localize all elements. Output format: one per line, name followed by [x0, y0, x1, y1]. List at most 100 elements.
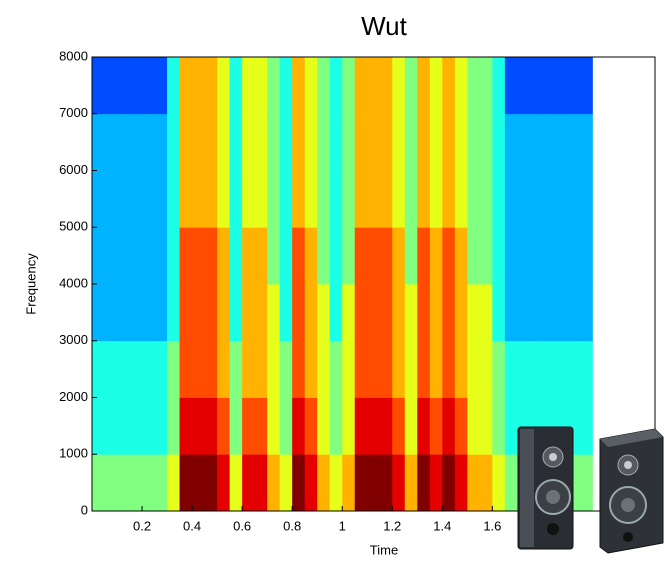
- cell: [167, 57, 180, 115]
- cell: [354, 284, 368, 342]
- cell: [367, 227, 381, 285]
- cell: [279, 227, 293, 285]
- cell: [292, 57, 306, 115]
- cell: [104, 284, 118, 342]
- cell: [242, 227, 256, 285]
- cell: [479, 284, 493, 342]
- cell: [579, 227, 593, 285]
- cell: [454, 170, 468, 228]
- cell: [204, 454, 218, 512]
- cell: [229, 454, 243, 512]
- cell: [554, 227, 568, 285]
- cell: [179, 57, 193, 115]
- cell: [254, 284, 268, 342]
- cell: [454, 113, 468, 171]
- cell: [242, 454, 256, 512]
- cell: [467, 113, 481, 171]
- cell: [379, 57, 393, 115]
- cell: [154, 454, 168, 512]
- cell: [192, 454, 205, 512]
- cell: [454, 454, 468, 512]
- speaker-icon: [517, 426, 664, 554]
- cell: [304, 170, 318, 228]
- cell: [179, 170, 193, 228]
- cell: [167, 340, 180, 398]
- cell: [167, 454, 180, 512]
- cell: [542, 57, 556, 115]
- cell: [392, 227, 406, 285]
- cell: [267, 340, 281, 398]
- cell: [392, 397, 406, 455]
- cell: [404, 57, 418, 115]
- cell: [204, 397, 218, 455]
- y-tick-label: 1000: [59, 446, 88, 461]
- cell: [154, 57, 168, 115]
- cell: [279, 284, 293, 342]
- cell: [154, 227, 168, 285]
- cell: [129, 340, 143, 398]
- cell: [417, 340, 431, 398]
- cell: [342, 284, 356, 342]
- cell: [429, 340, 443, 398]
- cell: [392, 284, 406, 342]
- cell: [129, 113, 143, 171]
- cell: [192, 340, 205, 398]
- cell: [504, 284, 518, 342]
- cell: [504, 227, 518, 285]
- cell: [217, 454, 231, 512]
- cell: [554, 113, 568, 171]
- cell: [542, 170, 556, 228]
- cell: [179, 227, 193, 285]
- cell: [492, 397, 506, 455]
- cell: [192, 284, 205, 342]
- cell: [567, 227, 581, 285]
- cell: [204, 227, 218, 285]
- cell: [292, 113, 306, 171]
- cell: [317, 57, 331, 115]
- cell: [217, 170, 231, 228]
- y-tick-label: 7000: [59, 105, 88, 120]
- y-tick-label: 3000: [59, 332, 88, 347]
- cell: [517, 113, 531, 171]
- cell: [329, 113, 343, 171]
- cell: [379, 227, 393, 285]
- x-axis-label: Time: [370, 542, 398, 557]
- cell: [242, 113, 256, 171]
- cell: [167, 113, 180, 171]
- cell: [467, 170, 481, 228]
- cell: [129, 227, 143, 285]
- cell: [267, 397, 281, 455]
- cell: [467, 57, 481, 115]
- cell: [292, 454, 306, 512]
- cell: [142, 170, 155, 228]
- cell: [392, 113, 406, 171]
- cell: [254, 57, 268, 115]
- cell: [267, 113, 281, 171]
- cell: [429, 397, 443, 455]
- x-tick-label: 1: [339, 518, 346, 533]
- cell: [217, 340, 231, 398]
- cell: [254, 227, 268, 285]
- cell: [254, 454, 268, 512]
- y-tick-label: 4000: [59, 275, 88, 290]
- cell: [429, 170, 443, 228]
- cell: [329, 397, 343, 455]
- axes: 0 1000 2000 3000 4000 5000 6000 7000 8000 0.2 0.4 0…: [59, 48, 656, 533]
- cell: [329, 284, 343, 342]
- cell: [479, 113, 493, 171]
- cell: [354, 340, 368, 398]
- cell: [92, 284, 105, 342]
- cell: [92, 454, 105, 512]
- cell: [104, 170, 118, 228]
- cell: [329, 170, 343, 228]
- y-tick-label: 5000: [59, 219, 88, 234]
- cell: [529, 227, 543, 285]
- cell: [492, 113, 506, 171]
- cell: [404, 284, 418, 342]
- cell: [304, 284, 318, 342]
- cell: [467, 284, 481, 342]
- cell: [454, 397, 468, 455]
- cell: [192, 170, 205, 228]
- cell: [304, 454, 318, 512]
